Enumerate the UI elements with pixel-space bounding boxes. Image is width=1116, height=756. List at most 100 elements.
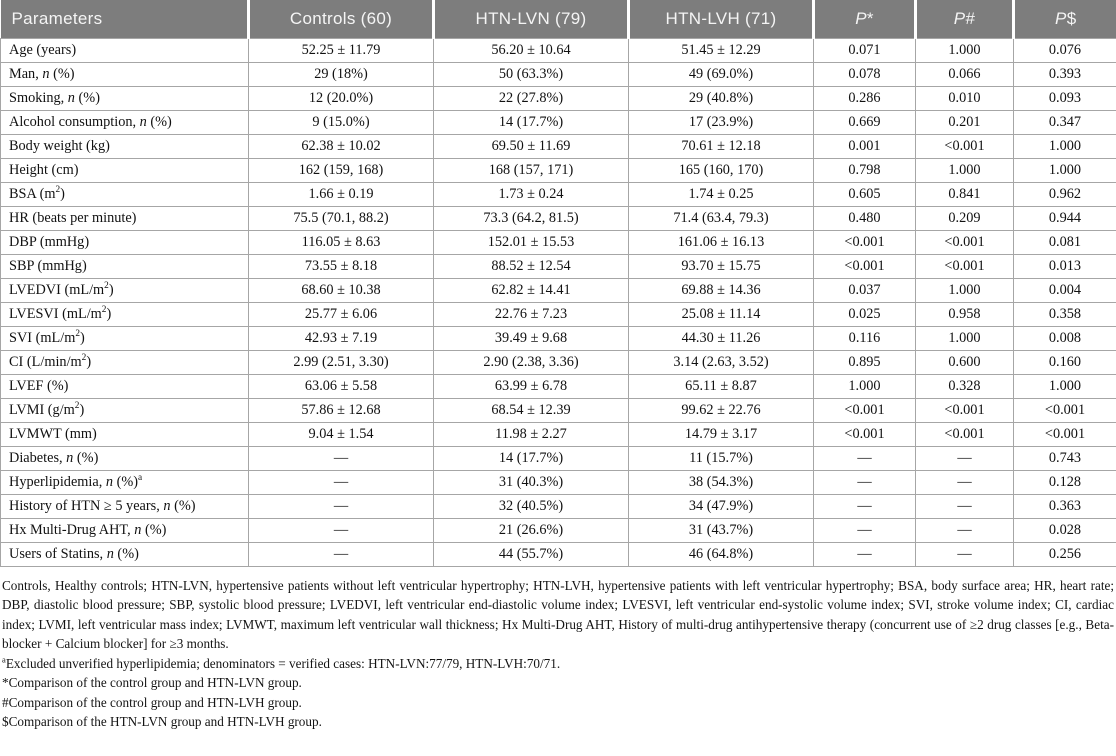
row-label: BSA (m2) [0,181,249,207]
cell-value: 1.000 [915,157,1014,183]
cell-value: 0.071 [813,37,916,63]
paper-table-figure: Parameters Controls (60) HTN-LVN (79) HT… [0,0,1116,732]
cell-value: 161.06 ± 16.13 [628,229,814,255]
table-row: CI (L/min/m2) 2.99 (2.51, 3.30) 2.90 (2.38… [0,349,1116,375]
cell-value: 39.49 ± 9.68 [433,325,629,351]
cell-value: <0.001 [915,229,1014,255]
row-label: DBP (mmHg) [0,229,249,255]
table-row: BSA (m2) 1.66 ± 0.19 1.73 ± 0.24 1.74 ± 0.2… [0,181,1116,207]
cell-value: 49 (69.0%) [628,61,814,87]
cell-value: 14 (17.7%) [433,109,629,135]
cell-value: <0.001 [915,421,1014,447]
cell-value: 25.08 ± 11.14 [628,301,814,327]
cell-value: 0.358 [1013,301,1116,327]
cell-value: — [915,493,1014,519]
cell-value: 0.028 [1013,517,1116,543]
cell-value: 168 (157, 171) [433,157,629,183]
row-label: History of HTN ≥ 5 years, n (%) [0,493,249,519]
cell-value: 42.93 ± 7.19 [248,325,434,351]
cell-value: — [813,541,916,567]
cell-value: 0.081 [1013,229,1116,255]
cell-value: 62.82 ± 14.41 [433,277,629,303]
cell-value: 0.669 [813,109,916,135]
cell-value: 63.99 ± 6.78 [433,373,629,399]
cell-value: 1.66 ± 0.19 [248,181,434,207]
footnote-dollar-comparison: $Comparison of the HTN-LVN group and HTN… [2,714,322,729]
row-label: Hx Multi-Drug AHT, n (%) [0,517,249,543]
cell-value: 0.895 [813,349,916,375]
cell-value: <0.001 [915,253,1014,279]
col-header-p-star: P* [812,0,916,38]
cell-value: 0.841 [915,181,1014,207]
cell-value: 1.73 ± 0.24 [433,181,629,207]
cell-value: 165 (160, 170) [628,157,814,183]
cell-value: 34 (47.9%) [628,493,814,519]
cell-value: 0.128 [1013,469,1116,495]
cell-value: 3.14 (2.63, 3.52) [628,349,814,375]
table-row: LVMWT (mm) 9.04 ± 1.54 11.98 ± 2.27 14.79 ±… [0,421,1116,447]
table-row: Diabetes, n (%) —14 (17.7%) 11 (15.7%) — —0.… [0,445,1116,471]
footnote-star-comparison: *Comparison of the control group and HTN… [2,675,302,690]
cell-value: 0.025 [813,301,916,327]
row-label: Age (years) [0,37,249,63]
col-header-controls: Controls (60) [247,0,434,38]
col-header-htn-lvh: HTN-LVH (71) [627,0,814,38]
cell-value: 0.600 [915,349,1014,375]
cell-value: — [813,493,916,519]
cell-value: 0.328 [915,373,1014,399]
cell-value: 38 (54.3%) [628,469,814,495]
cell-value: 1.000 [915,325,1014,351]
cell-value: 9 (15.0%) [248,109,434,135]
cell-value: 22.76 ± 7.23 [433,301,629,327]
table-row: LVMI (g/m2) 57.86 ± 12.68 68.54 ± 12.39 99.… [0,397,1116,423]
cell-value: 1.000 [1013,133,1116,159]
cell-value: 93.70 ± 15.75 [628,253,814,279]
row-label: Man, n (%) [0,61,249,87]
cell-value: 11 (15.7%) [628,445,814,471]
cell-value: 1.000 [915,37,1014,63]
footnotes: Controls, Healthy controls; HTN-LVN, hyp… [0,576,1116,732]
cell-value: <0.001 [915,133,1014,159]
cell-value: 1.000 [915,277,1014,303]
cell-value: 0.209 [915,205,1014,231]
cell-value: 22 (27.8%) [433,85,629,111]
cell-value: 50 (63.3%) [433,61,629,87]
cell-value: 75.5 (70.1, 88.2) [248,205,434,231]
cell-value: 2.90 (2.38, 3.36) [433,349,629,375]
cell-value: 0.066 [915,61,1014,87]
row-label: Users of Statins, n (%) [0,541,249,567]
table-row: Smoking, n (%) 12 (20.0%) 22 (27.8%) 29 (40… [0,85,1116,111]
cell-value: 0.944 [1013,205,1116,231]
cell-value: 57.86 ± 12.68 [248,397,434,423]
cell-value: 2.99 (2.51, 3.30) [248,349,434,375]
cell-value: 63.06 ± 5.58 [248,373,434,399]
cell-value: — [813,469,916,495]
cell-value: 0.798 [813,157,916,183]
cell-value: 68.54 ± 12.39 [433,397,629,423]
cell-value: 65.11 ± 8.87 [628,373,814,399]
col-header-htn-lvn: HTN-LVN (79) [432,0,629,38]
cell-value: 0.037 [813,277,916,303]
cell-value: 29 (18%) [248,61,434,87]
row-label: SBP (mmHg) [0,253,249,279]
cell-value: 0.201 [915,109,1014,135]
cell-value: 73.55 ± 8.18 [248,253,434,279]
table-row: Age (years) 52.25 ± 11.79 56.20 ± 10.64 51.… [0,37,1116,63]
cell-value: <0.001 [1013,397,1116,423]
cell-value: 0.347 [1013,109,1116,135]
cell-value: 44.30 ± 11.26 [628,325,814,351]
row-label: LVMWT (mm) [0,421,249,447]
cell-value: 31 (43.7%) [628,517,814,543]
table-row: SBP (mmHg) 73.55 ± 8.18 88.52 ± 12.54 93.70… [0,253,1116,279]
row-label: SVI (mL/m2) [0,325,249,351]
cell-value: 0.004 [1013,277,1116,303]
cell-value: 29 (40.8%) [628,85,814,111]
cell-value: 0.958 [915,301,1014,327]
cell-value: 99.62 ± 22.76 [628,397,814,423]
cell-value: — [248,445,434,471]
col-header-parameters: Parameters [0,0,249,38]
cell-value: 0.010 [915,85,1014,111]
cell-value: <0.001 [915,397,1014,423]
row-label: LVEF (%) [0,373,249,399]
row-label: HR (beats per minute) [0,205,249,231]
